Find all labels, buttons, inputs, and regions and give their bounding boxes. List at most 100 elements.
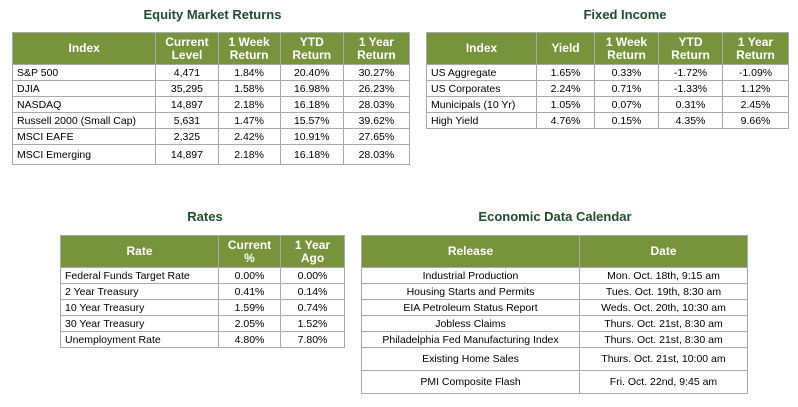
table-cell: 1.52%	[280, 315, 345, 332]
fixed-income-header: 1 Week Return	[594, 32, 659, 65]
table-cell: US Corporates	[426, 80, 537, 97]
table-cell: 20.40%	[279, 64, 344, 81]
table-cell: 5,631	[155, 112, 219, 129]
calendar-table: Release Date Industrial Production Mon. …	[361, 235, 748, 394]
table-row: 30 Year Treasury 2.05% 1.52%	[60, 315, 345, 332]
table-cell: 0.15%	[594, 112, 659, 129]
table-cell: High Yield	[426, 112, 537, 129]
table-cell: Russell 2000 (Small Cap)	[11, 112, 157, 129]
table-cell: 27.65%	[342, 128, 411, 145]
equity-header: 1 Year Return	[342, 32, 411, 65]
table-cell: 0.07%	[594, 96, 659, 113]
equity-title: Equity Market Returns	[143, 7, 282, 22]
table-cell: 30 Year Treasury	[60, 315, 219, 332]
table-cell: 4.76%	[536, 112, 595, 129]
table-row: US Corporates 2.24% 0.71% -1.33% 1.12%	[426, 80, 789, 97]
table-cell: 14,897	[155, 144, 219, 165]
table-cell: 0.00%	[280, 267, 345, 284]
table-row: Federal Funds Target Rate 0.00% 0.00%	[60, 267, 345, 284]
table-cell: MSCI Emerging	[11, 144, 157, 165]
table-cell: 9.66%	[722, 112, 789, 129]
table-cell: 15.57%	[279, 112, 344, 129]
table-cell: 0.41%	[218, 283, 281, 300]
table-cell: -1.72%	[658, 64, 723, 81]
rates-header: Rate	[60, 235, 219, 268]
table-row: DJIA 35,295 1.58% 16.98% 26.23%	[11, 80, 411, 97]
table-cell: 2 Year Treasury	[60, 283, 219, 300]
equity-table: Index Current Level 1 Week Return YTD Re…	[11, 32, 411, 165]
table-cell: 1.05%	[536, 96, 595, 113]
fixed-income-header: Yield	[536, 32, 595, 65]
table-row: US Aggregate 1.65% 0.33% -1.72% -1.09%	[426, 64, 789, 81]
table-cell: Jobless Claims	[361, 315, 580, 332]
table-cell: 2.18%	[217, 96, 281, 113]
fixed-income-title: Fixed Income	[583, 7, 667, 22]
table-row: Unemployment Rate 4.80% 7.80%	[60, 331, 345, 348]
table-cell: 2.42%	[217, 128, 281, 145]
table-cell: 16.18%	[279, 96, 344, 113]
table-row: Housing Starts and Permits Tues. Oct. 19…	[361, 283, 748, 300]
table-cell: 0.33%	[594, 64, 659, 81]
table-row: Industrial Production Mon. Oct. 18th, 9:…	[361, 267, 748, 284]
table-cell: US Aggregate	[426, 64, 537, 81]
table-cell: S&P 500	[11, 64, 157, 81]
table-cell: Weds. Oct. 20th, 10:30 am	[579, 299, 748, 316]
table-cell: Thurs. Oct. 21st, 10:00 am	[579, 347, 748, 371]
rates-table: Rate Current % 1 Year Ago Federal Funds …	[60, 235, 345, 348]
table-row: Jobless Claims Thurs. Oct. 21st, 8:30 am	[361, 315, 748, 332]
table-cell: 1.12%	[722, 80, 789, 97]
table-row: Philadelphia Fed Manufacturing Index Thu…	[361, 331, 748, 348]
calendar-header: Release	[361, 235, 580, 268]
table-cell: 1.84%	[217, 64, 281, 81]
table-cell: 14,897	[155, 96, 219, 113]
table-row: Russell 2000 (Small Cap) 5,631 1.47% 15.…	[11, 112, 411, 129]
table-row: EIA Petroleum Status Report Weds. Oct. 2…	[361, 299, 748, 316]
table-row: MSCI Emerging 14,897 2.18% 16.18% 28.03%	[11, 144, 411, 165]
fixed-income-header-row: Index Yield 1 Week Return YTD Return 1 Y…	[426, 32, 789, 65]
table-cell: 26.23%	[342, 80, 411, 97]
table-cell: 10.91%	[279, 128, 344, 145]
table-row: 2 Year Treasury 0.41% 0.14%	[60, 283, 345, 300]
table-cell: 2.05%	[218, 315, 281, 332]
table-cell: 0.31%	[658, 96, 723, 113]
table-cell: 2.18%	[217, 144, 281, 165]
equity-header-row: Index Current Level 1 Week Return YTD Re…	[11, 32, 411, 65]
fixed-income-header: YTD Return	[658, 32, 723, 65]
table-cell: 7.80%	[280, 331, 345, 348]
table-cell: 35,295	[155, 80, 219, 97]
table-cell: NASDAQ	[11, 96, 157, 113]
table-cell: EIA Petroleum Status Report	[361, 299, 580, 316]
table-cell: Housing Starts and Permits	[361, 283, 580, 300]
table-row: NASDAQ 14,897 2.18% 16.18% 28.03%	[11, 96, 411, 113]
rates-title: Rates	[187, 209, 223, 224]
table-row: 10 Year Treasury 1.59% 0.74%	[60, 299, 345, 316]
table-cell: Municipals (10 Yr)	[426, 96, 537, 113]
table-cell: Thurs. Oct. 21st, 8:30 am	[579, 315, 748, 332]
table-row: Existing Home Sales Thurs. Oct. 21st, 10…	[361, 347, 748, 371]
fixed-income-header: 1 Year Return	[722, 32, 789, 65]
table-cell: 16.98%	[279, 80, 344, 97]
table-cell: Mon. Oct. 18th, 9:15 am	[579, 267, 748, 284]
table-cell: 1.58%	[217, 80, 281, 97]
calendar-header-row: Release Date	[361, 235, 748, 268]
table-cell: 2.45%	[722, 96, 789, 113]
table-cell: 2.24%	[536, 80, 595, 97]
calendar-title: Economic Data Calendar	[478, 209, 632, 224]
equity-header: YTD Return	[279, 32, 344, 65]
table-cell: 39.62%	[342, 112, 411, 129]
rates-header: 1 Year Ago	[280, 235, 345, 268]
table-cell: Existing Home Sales	[361, 347, 580, 371]
table-cell: Unemployment Rate	[60, 331, 219, 348]
table-cell: 28.03%	[342, 96, 411, 113]
table-cell: 2,325	[155, 128, 219, 145]
table-row: MSCI EAFE 2,325 2.42% 10.91% 27.65%	[11, 128, 411, 145]
table-cell: -1.09%	[722, 64, 789, 81]
table-cell: 0.14%	[280, 283, 345, 300]
table-cell: 1.65%	[536, 64, 595, 81]
table-cell: 1.47%	[217, 112, 281, 129]
table-cell: 0.00%	[218, 267, 281, 284]
rates-header: Current %	[218, 235, 281, 268]
table-cell: MSCI EAFE	[11, 128, 157, 145]
table-cell: 1.59%	[218, 299, 281, 316]
equity-header: Current Level	[155, 32, 219, 65]
